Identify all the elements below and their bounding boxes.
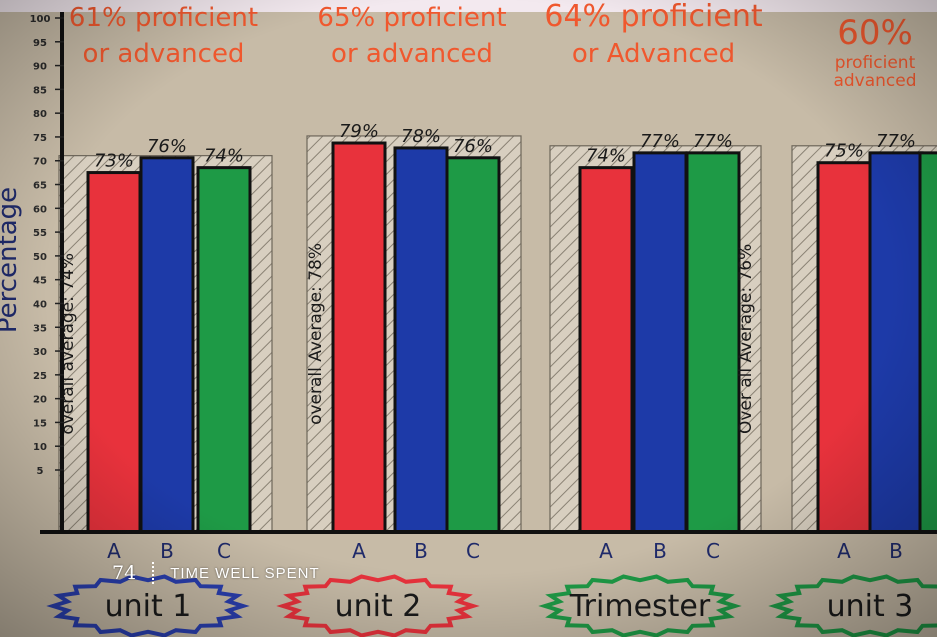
y-tick-label: 30 [33, 347, 47, 358]
category-label: B [160, 539, 174, 563]
running-title: TIME WELL SPENT [170, 565, 319, 582]
y-tick-label: 20 [33, 395, 47, 406]
bar-b [395, 148, 447, 532]
bar-b [634, 153, 686, 532]
proficiency-heading: 65% proficient [317, 3, 506, 33]
data-label: 74% [586, 146, 626, 167]
y-tick-label: 10 [33, 442, 47, 453]
data-label: 75% [824, 141, 864, 162]
group-label: Trimester [569, 589, 711, 624]
proficiency-heading: proficient [835, 53, 916, 73]
data-label: 77% [876, 131, 916, 152]
proficiency-heading: advanced [833, 71, 916, 91]
data-label: 79% [339, 121, 379, 142]
y-tick-label: 5 [37, 466, 44, 477]
y-tick-label: 75 [33, 133, 47, 144]
y-tick-label: 15 [33, 418, 47, 429]
group-label: unit 2 [335, 589, 422, 624]
y-tick-label: 55 [33, 228, 47, 239]
category-label: A [107, 539, 121, 563]
category-label: C [466, 539, 480, 563]
average-label: overall Average: 78% [306, 243, 326, 425]
page-number: 74 [112, 562, 136, 584]
proficiency-heading: or advanced [331, 39, 493, 69]
category-label: A [837, 539, 851, 563]
bar-b [870, 153, 922, 532]
y-tick-label: 90 [33, 62, 47, 73]
group-label: unit 1 [105, 589, 192, 624]
proficiency-heading: or advanced [83, 39, 245, 69]
data-label: 77% [640, 131, 680, 152]
bar-a [580, 168, 632, 532]
proficiency-heading: 60% [837, 13, 913, 53]
category-label: B [889, 539, 903, 563]
y-tick-label: 100 [30, 14, 51, 25]
y-tick-label: 40 [33, 299, 47, 310]
bar-a [333, 143, 385, 532]
bar-c [447, 158, 499, 532]
bar-a [818, 163, 870, 532]
y-tick-label: 95 [33, 38, 47, 49]
category-label: B [653, 539, 667, 563]
data-label: 77% [693, 131, 733, 152]
y-tick-label: 65 [33, 181, 47, 192]
bar-c [920, 153, 937, 532]
proficiency-heading: 64% proficient [544, 0, 762, 34]
y-tick-label: 35 [33, 323, 47, 334]
data-label: 78% [401, 126, 441, 147]
bar-a [88, 173, 140, 532]
y-axis-title: Percentage [0, 187, 23, 333]
data-label: 76% [147, 136, 187, 157]
data-label: 73% [94, 151, 134, 172]
category-label: C [706, 539, 720, 563]
bar-c [687, 153, 739, 532]
y-tick-label: 50 [33, 252, 47, 263]
data-label: 74% [204, 146, 244, 167]
proficiency-heading: or Advanced [572, 39, 735, 69]
average-label: Over all Average: 76% [736, 244, 756, 434]
bar-b [141, 158, 193, 532]
y-tick-label: 70 [33, 157, 47, 168]
category-label: A [352, 539, 366, 563]
category-label: C [217, 539, 231, 563]
bar-c [198, 168, 250, 532]
y-tick-label: 60 [33, 204, 47, 215]
proficiency-heading: 61% proficient [69, 3, 258, 33]
y-tick-label: 45 [33, 276, 47, 287]
footer-separator [152, 562, 154, 584]
category-label: B [414, 539, 428, 563]
data-label: 76% [453, 136, 493, 157]
group-label: unit 3 [827, 589, 914, 624]
page-footer: 74 TIME WELL SPENT [112, 562, 320, 584]
y-tick-label: 80 [33, 109, 47, 120]
y-tick-label: 85 [33, 85, 47, 96]
category-label: A [599, 539, 613, 563]
y-tick-label: 25 [33, 371, 47, 382]
